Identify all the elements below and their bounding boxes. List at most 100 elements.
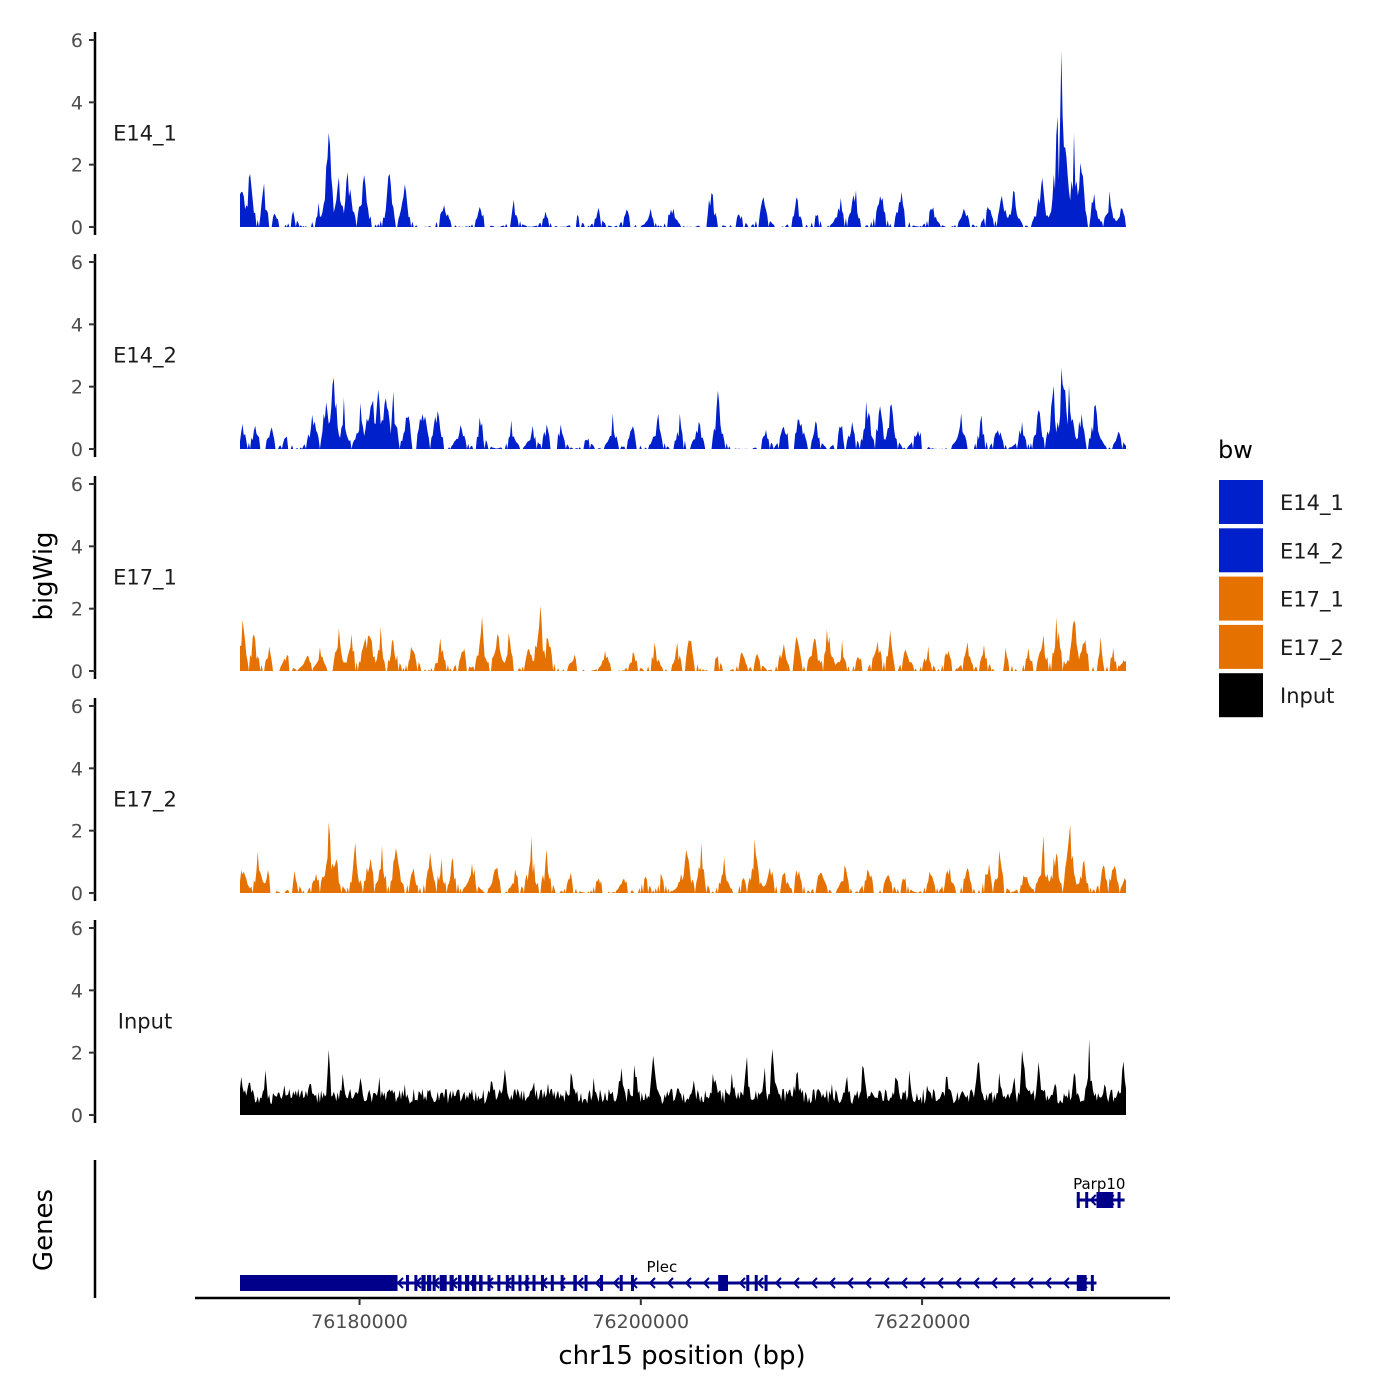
strand-arrow [810,1277,818,1289]
strand-arrow [666,1277,674,1289]
y-tick-label: 2 [71,377,83,399]
gene-exon [532,1275,536,1291]
gene-exon [505,1275,509,1291]
genes-panel: Plec Parp10 [93,1160,1125,1298]
track-e14_2: 0 2 4 6 E14_2 [71,252,1126,461]
gene-exon [600,1275,604,1291]
gene-plec: Plec [240,1258,1097,1291]
strand-arrow [738,1277,746,1289]
gene-exon [414,1275,418,1291]
track-label: E17_1 [113,566,177,591]
gene-exon [465,1275,470,1291]
strand-arrow [1089,1194,1097,1206]
coverage-area [240,367,1126,449]
x-tick-label: 76220000 [874,1311,971,1333]
coverage-area [240,51,1126,227]
gene-exon [1117,1192,1121,1208]
y-tick-label: 0 [71,883,83,905]
legend-swatch [1219,480,1263,524]
gene-exon [746,1275,750,1291]
coverage-area [240,605,1126,671]
coverage-area [240,822,1126,893]
strand-arrow [756,1277,764,1289]
strand-arrow [648,1277,656,1289]
gene-exon [1076,1192,1080,1208]
y-tick-label: 0 [71,439,83,461]
gene-exon [487,1275,491,1291]
y-tick-label: 4 [71,980,83,1002]
gene-exon [754,1275,758,1291]
strand-arrow [828,1277,836,1289]
y-tick-label: 6 [71,252,83,274]
track-e14_1: 0 2 4 6 E14_1 [71,30,1126,239]
y-tick-label: 2 [71,1043,83,1065]
y-tick-label: 0 [71,1105,83,1127]
gene-exon [718,1275,729,1291]
track-label: E17_2 [113,788,177,813]
strand-arrow [954,1277,962,1289]
legend-swatch [1219,576,1263,621]
genes-axis-title: Genes [29,1189,59,1271]
y-tick-label: 2 [71,155,83,177]
legend-title: bw [1218,436,1253,464]
y-tick-label: 6 [71,918,83,940]
strand-arrow [702,1277,710,1289]
gene-exon [1090,1275,1094,1291]
legend-swatch [1219,624,1263,669]
strand-arrow [1062,1277,1070,1289]
legend-entry-label: E17_1 [1280,588,1344,613]
legend-entry-label: E14_1 [1280,491,1344,516]
gene-exon [573,1275,577,1291]
strand-arrow [936,1277,944,1289]
gene-exon [518,1275,522,1291]
strand-arrow [1026,1277,1034,1289]
gene-exon [479,1275,483,1291]
y-tick-label: 2 [71,599,83,621]
track-e17_1: 0 2 4 6 E17_1 [71,474,1126,683]
gene-exon [439,1275,447,1291]
track-label: E14_2 [113,344,177,369]
strand-arrow [882,1277,890,1289]
strand-arrow [396,1277,404,1289]
y-tick-label: 0 [71,661,83,683]
strand-arrow [684,1277,692,1289]
gene-exon [525,1275,529,1291]
track-label: Input [118,1010,172,1034]
coverage-area [240,1039,1126,1115]
gene-exon [421,1275,426,1291]
gene-exon [497,1275,501,1291]
gene-exon [560,1275,564,1291]
strand-arrow [612,1277,620,1289]
gene-exon [1085,1192,1089,1208]
legend: bw E14_1 E14_2 E17_1 E17_2 Input [1218,436,1344,718]
track-e17_2: 0 2 4 6 E17_2 [71,696,1126,905]
gene-exon [472,1275,477,1291]
gene-exon [405,1275,409,1291]
x-tick-label: 76200000 [592,1311,689,1333]
track-input: 0 2 4 6 Input [71,918,1126,1127]
x-axis-title: chr15 position (bp) [558,1341,805,1371]
y-tick-label: 4 [71,92,83,114]
strand-arrow [774,1277,782,1289]
y-tick-label: 6 [71,696,83,718]
x-axis: 76180000 76200000 76220000 [195,1296,1170,1333]
strand-arrow [846,1277,854,1289]
y-axis-title: bigWig [29,531,59,620]
strand-arrow [576,1277,584,1289]
gene-exon [432,1275,436,1291]
legend-entry-label: Input [1280,684,1334,708]
strand-arrow [972,1277,980,1289]
gene-exon [619,1275,623,1291]
legend-entry-label: E17_2 [1280,636,1344,661]
legend-swatch [1219,673,1263,718]
legend-entry-label: E14_2 [1280,539,1344,564]
y-tick-label: 4 [71,314,83,336]
gene-exon [764,1275,768,1291]
strand-arrow [990,1277,998,1289]
strand-arrow [594,1277,602,1289]
gene-exon [449,1275,454,1291]
strand-arrow [1008,1277,1016,1289]
x-tick-label: 76180000 [311,1311,408,1333]
gene-label: Plec [647,1258,678,1276]
